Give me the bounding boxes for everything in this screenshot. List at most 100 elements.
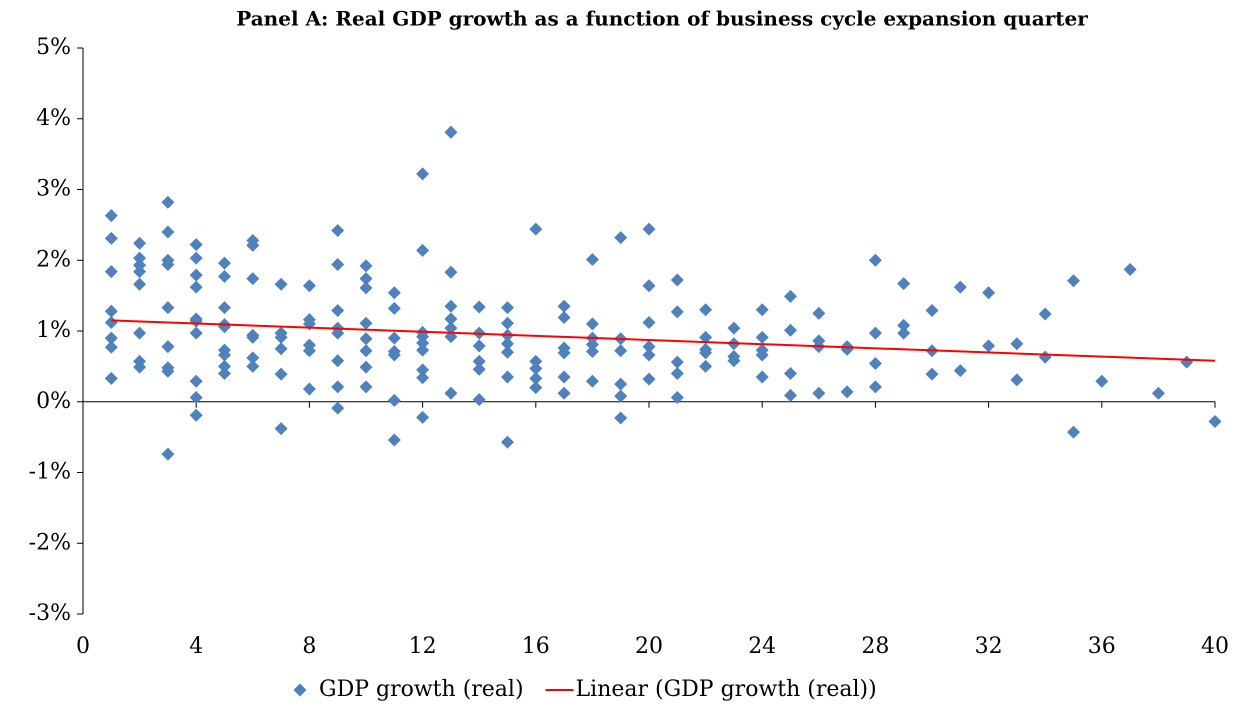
point — [840, 385, 854, 399]
y-tick-label: -3% — [29, 601, 71, 626]
point — [925, 303, 939, 317]
point — [331, 401, 345, 415]
legend-label: Linear (GDP growth (real)) — [576, 677, 877, 702]
point — [359, 380, 373, 394]
point — [444, 312, 458, 326]
point — [755, 370, 769, 384]
x-tick-label: 24 — [748, 634, 776, 659]
point — [246, 272, 260, 286]
x-tick-label: 28 — [861, 634, 889, 659]
point — [585, 374, 599, 388]
point — [1151, 386, 1165, 400]
point — [416, 243, 430, 257]
point — [585, 253, 599, 267]
point — [189, 391, 203, 405]
x-tick-label: 16 — [522, 634, 550, 659]
point — [501, 435, 514, 449]
point — [189, 314, 203, 328]
point — [614, 344, 628, 358]
point — [416, 167, 430, 181]
point — [585, 317, 599, 331]
point — [133, 265, 147, 279]
point — [472, 362, 486, 376]
point — [302, 382, 316, 396]
point — [104, 340, 118, 354]
point — [444, 265, 458, 279]
point — [416, 363, 430, 377]
point — [784, 323, 797, 337]
point — [387, 348, 401, 362]
point — [274, 422, 288, 436]
point — [161, 225, 175, 239]
point — [1095, 374, 1109, 388]
point — [416, 410, 430, 424]
point — [359, 360, 373, 374]
point — [189, 326, 203, 340]
point — [161, 447, 175, 461]
point — [416, 343, 430, 357]
point — [274, 367, 288, 381]
point — [868, 253, 882, 267]
point — [699, 330, 713, 344]
point — [501, 370, 514, 384]
point — [614, 389, 628, 403]
point — [982, 339, 996, 353]
point — [104, 371, 118, 385]
point — [1038, 350, 1052, 364]
point — [614, 231, 628, 245]
point — [133, 251, 147, 265]
point — [189, 268, 203, 282]
trend-line — [111, 319, 1216, 362]
point — [642, 316, 656, 330]
point — [444, 125, 458, 139]
point — [331, 303, 345, 317]
point — [104, 316, 118, 330]
point — [331, 380, 345, 394]
point — [218, 366, 231, 380]
y-tick-label: 2% — [36, 247, 71, 272]
point — [246, 238, 260, 252]
point — [387, 331, 401, 345]
x-tick-label: 0 — [76, 634, 90, 659]
x-tick-label: 32 — [975, 634, 1003, 659]
point — [557, 299, 571, 313]
point — [670, 391, 684, 405]
point — [868, 357, 882, 371]
point — [642, 340, 656, 354]
point — [218, 320, 231, 334]
point — [189, 280, 203, 294]
point — [246, 330, 260, 344]
point — [585, 345, 599, 359]
point — [387, 301, 401, 315]
point — [189, 408, 203, 422]
point — [1010, 373, 1024, 387]
y-tick-label: -2% — [29, 530, 71, 555]
point — [133, 236, 147, 250]
point — [472, 300, 486, 314]
point — [501, 316, 514, 330]
point — [387, 393, 401, 407]
legend-label: GDP growth (real) — [319, 677, 524, 702]
point — [444, 299, 458, 313]
point — [444, 386, 458, 400]
y-tick-label: 4% — [36, 106, 71, 131]
y-tick-label: 0% — [36, 389, 71, 414]
point — [416, 371, 430, 385]
point — [501, 337, 514, 351]
point — [331, 224, 345, 238]
point — [218, 359, 231, 373]
point — [982, 286, 996, 300]
point — [897, 326, 911, 340]
point — [529, 222, 543, 236]
point — [953, 364, 967, 378]
point — [1010, 337, 1024, 351]
point — [104, 331, 118, 345]
point — [670, 273, 684, 287]
point — [104, 304, 118, 318]
point — [812, 306, 826, 320]
point — [557, 346, 571, 360]
point — [359, 344, 373, 358]
point — [472, 339, 486, 353]
point — [1038, 307, 1052, 321]
